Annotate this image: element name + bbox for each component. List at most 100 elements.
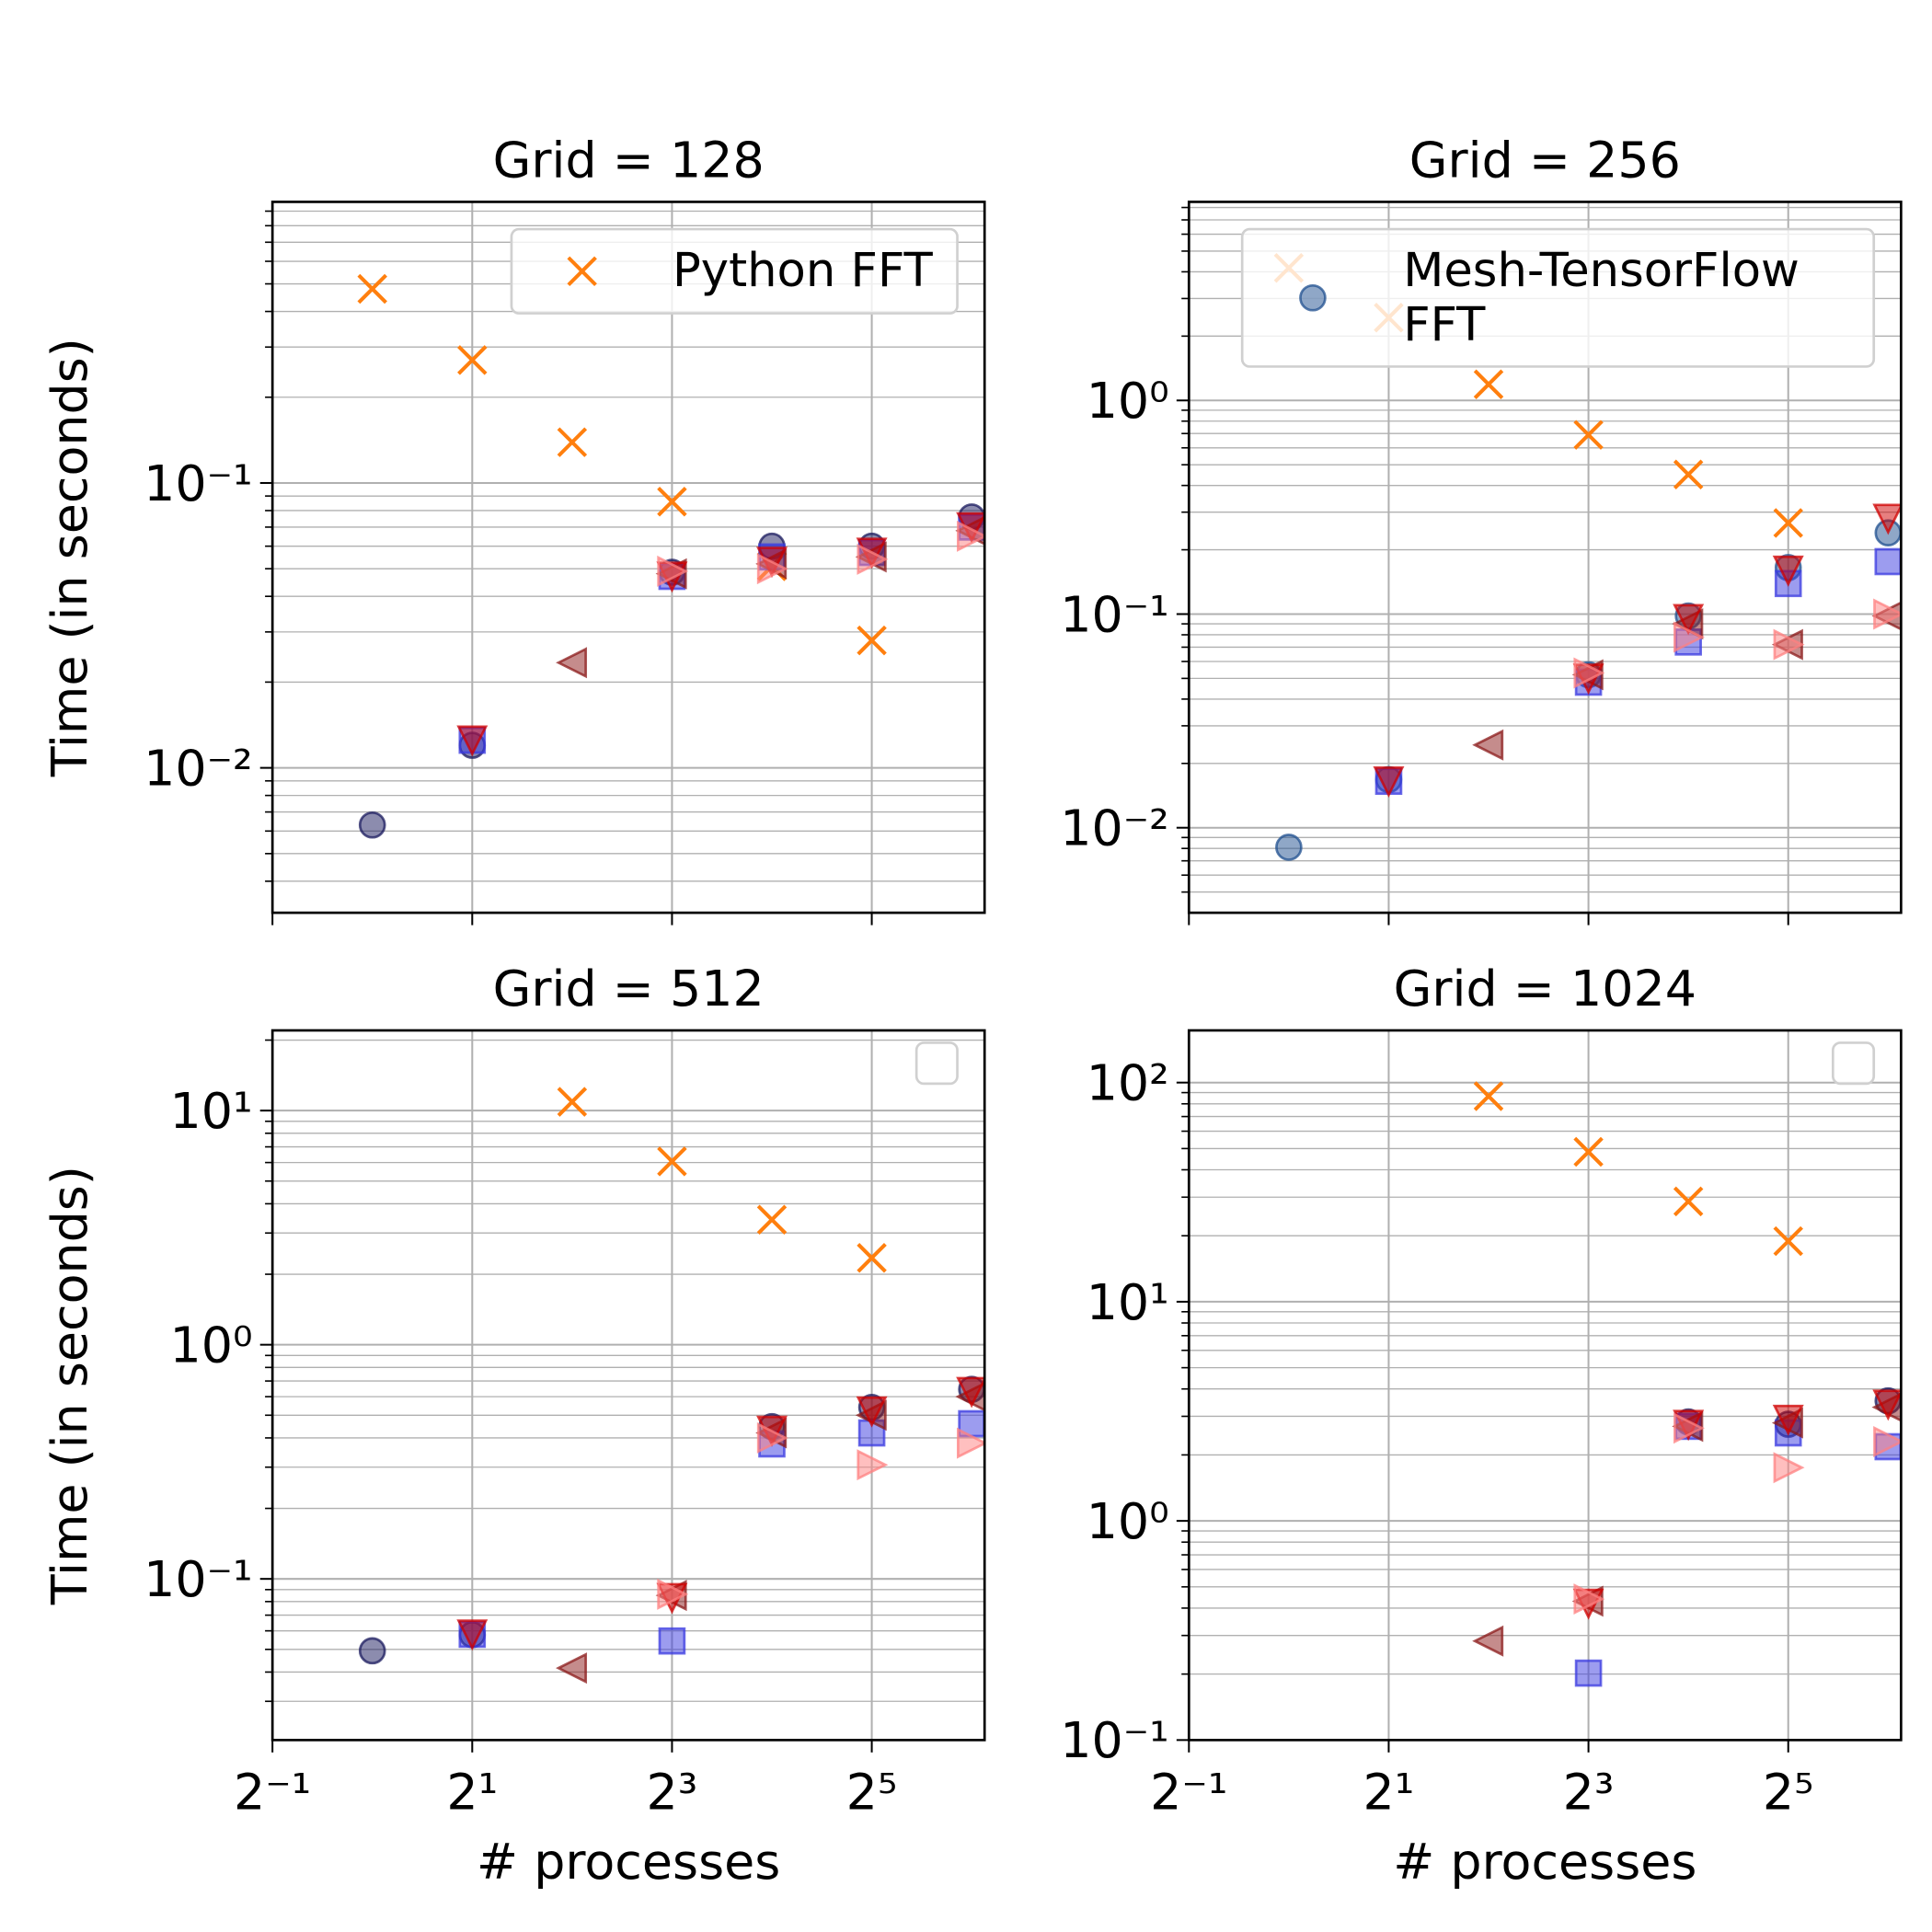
legend: Mesh-TensorFlow FFT bbox=[1240, 227, 1876, 368]
subplot: 10⁻¹ 10⁰ 10¹ 10² 2⁻¹ 2¹ 2³ 2⁵ Grid = 1024 # proce… bbox=[1060, 960, 1903, 1891]
marker-triangle bbox=[556, 647, 588, 679]
marker-triangle bbox=[657, 555, 689, 587]
x-axis-label: # processes bbox=[477, 1833, 780, 1891]
marker-triangle bbox=[1673, 621, 1705, 653]
marker-triangle bbox=[556, 1652, 588, 1685]
subplot-title: Grid = 512 bbox=[493, 960, 765, 1018]
marker-x bbox=[457, 345, 488, 375]
axes-frame bbox=[270, 1029, 986, 1742]
marker-x bbox=[657, 487, 687, 517]
marker-x bbox=[357, 273, 387, 305]
marker-triangle bbox=[957, 1427, 985, 1459]
x-tick-label: 2⁻¹ bbox=[234, 1764, 311, 1822]
marker-x bbox=[557, 427, 588, 457]
y-tick-label: 10⁻¹ bbox=[1060, 1711, 1169, 1769]
y-tick-label: 10¹ bbox=[1087, 1273, 1169, 1331]
points bbox=[357, 273, 985, 839]
y-tick-label: 10⁰ bbox=[1087, 1492, 1169, 1550]
y-tick-label: 10¹ bbox=[170, 1082, 253, 1140]
marker-x bbox=[1673, 1186, 1704, 1217]
marker-triangle bbox=[956, 1376, 985, 1409]
marker-x bbox=[1473, 369, 1504, 399]
marker-triangle bbox=[1573, 657, 1605, 689]
y-tick-label: 10⁻² bbox=[1060, 799, 1169, 857]
points bbox=[1472, 1081, 1902, 1687]
marker-triangle bbox=[857, 543, 889, 575]
y-axis-label: Time (in seconds) bbox=[40, 338, 98, 777]
points bbox=[1273, 253, 1902, 861]
legend-label: Python FFT bbox=[672, 244, 933, 298]
y-tick-label: 10⁰ bbox=[1087, 372, 1169, 430]
legend-label: Mesh-TensorFlow FFT bbox=[1403, 244, 1800, 351]
subplot-title: Grid = 256 bbox=[1409, 132, 1681, 190]
subplot: 10⁻¹ 10⁰ 10¹ 2⁻¹ 2¹ 2³ 2⁵ Grid = 512 Time (in se… bbox=[40, 960, 986, 1891]
marker-triangle bbox=[1573, 1583, 1605, 1616]
marker-x bbox=[756, 1204, 788, 1235]
marker-triangle bbox=[1873, 598, 1902, 630]
axes-frame bbox=[270, 201, 986, 914]
y-axis-label: Time (in seconds) bbox=[40, 1166, 98, 1605]
marker-triangle bbox=[456, 1619, 489, 1651]
y-tick-label: 10⁻¹ bbox=[144, 1550, 253, 1608]
legend-box bbox=[1831, 1041, 1876, 1086]
x-tick-label: 2³ bbox=[1563, 1764, 1615, 1822]
marker-triangle bbox=[1872, 1389, 1902, 1421]
marker-triangle bbox=[1373, 766, 1405, 799]
x-tick-label: 2¹ bbox=[1363, 1764, 1415, 1822]
y-tick-label: 10⁰ bbox=[170, 1317, 253, 1374]
marker-triangle bbox=[456, 725, 489, 757]
x-tick-label: 2¹ bbox=[446, 1764, 498, 1822]
marker-circle bbox=[358, 811, 386, 839]
x-tick-label: 2⁵ bbox=[1763, 1764, 1814, 1822]
marker-x bbox=[657, 1146, 687, 1177]
marker-triangle bbox=[1773, 628, 1805, 661]
marker-circle bbox=[1299, 283, 1327, 312]
marker-x bbox=[1573, 420, 1604, 450]
legend-label-holder: Python FFT bbox=[672, 244, 933, 298]
y-tick-label: 10⁻¹ bbox=[1060, 585, 1169, 643]
marker-x bbox=[857, 625, 887, 656]
marker-x bbox=[567, 256, 597, 287]
marker-triangle bbox=[1772, 555, 1804, 587]
marker-triangle bbox=[1673, 1412, 1705, 1444]
subplot-title: Grid = 1024 bbox=[1394, 960, 1696, 1018]
marker-square bbox=[658, 1627, 686, 1655]
x-tick-label: 2⁻¹ bbox=[1150, 1764, 1227, 1822]
marker-x bbox=[1773, 1225, 1803, 1257]
axes-frame bbox=[1187, 201, 1903, 914]
legend-box bbox=[914, 1041, 959, 1086]
marker-triangle bbox=[1472, 729, 1504, 761]
marker-triangle bbox=[1772, 1404, 1804, 1436]
marker-x bbox=[1673, 459, 1704, 490]
y-tick-label: 10² bbox=[1087, 1054, 1169, 1112]
marker-x bbox=[857, 1242, 887, 1273]
legend-label-holder: Mesh-TensorFlow FFT bbox=[1403, 244, 1800, 351]
marker-triangle bbox=[756, 1421, 788, 1454]
subplot: 10⁻² 10⁻¹ 10⁰ Grid = 256 Mesh-TensorFlow FFT bbox=[1060, 132, 1903, 926]
marker-x bbox=[1773, 508, 1803, 538]
marker-triangle bbox=[1872, 503, 1902, 535]
marker-circle bbox=[358, 1637, 386, 1665]
marker-square bbox=[1574, 1659, 1603, 1687]
axes-frame bbox=[1187, 1029, 1903, 1742]
x-tick-label: 2⁵ bbox=[846, 1764, 898, 1822]
x-tick-label: 2³ bbox=[647, 1764, 698, 1822]
marker-x bbox=[557, 1087, 588, 1117]
marker-triangle bbox=[957, 520, 985, 552]
marker-triangle bbox=[1472, 1625, 1504, 1657]
points bbox=[358, 1087, 985, 1685]
legend-box bbox=[510, 227, 959, 315]
legend bbox=[1831, 1041, 1876, 1086]
marker-triangle bbox=[856, 1396, 888, 1428]
marker-triangle bbox=[1873, 1425, 1902, 1457]
y-tick-label: 10⁻¹ bbox=[144, 454, 253, 512]
marker-x bbox=[1473, 1081, 1504, 1111]
legend: Python FFT bbox=[510, 227, 959, 315]
marker-triangle bbox=[1773, 1452, 1805, 1484]
subplot: 10⁻² 10⁻¹ Grid = 128 Time (in seconds) Pytho… bbox=[40, 132, 986, 926]
marker-triangle bbox=[657, 1578, 689, 1610]
marker-circle bbox=[1275, 834, 1303, 861]
y-tick-label: 10⁻² bbox=[144, 739, 253, 797]
